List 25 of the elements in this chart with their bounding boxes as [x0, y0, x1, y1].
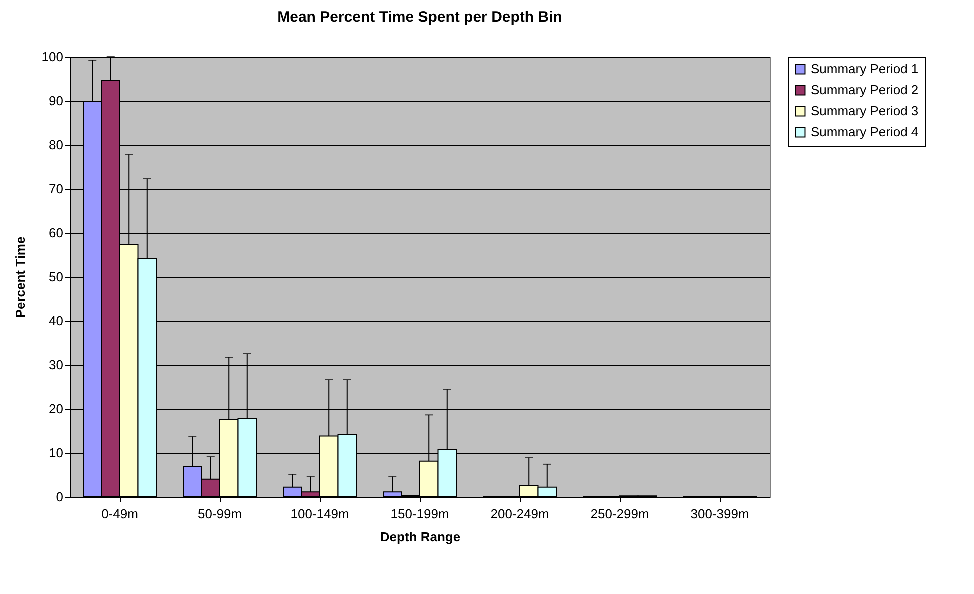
x-tick-label: 0-49m — [102, 506, 138, 522]
x-tick-label: 250-299m — [590, 506, 650, 522]
x-tick-label: 50-99m — [198, 506, 242, 522]
y-tick-label: 90 — [49, 94, 64, 108]
x-tick-label: 200-249m — [490, 506, 550, 522]
x-tick-label: 300-399m — [690, 506, 750, 522]
y-tick-label: 0 — [56, 490, 64, 504]
y-tick-label: 60 — [49, 226, 64, 240]
x-tick-label: 100-149m — [290, 506, 350, 522]
y-tick-label: 80 — [49, 138, 64, 152]
y-tick-label: 40 — [49, 314, 64, 328]
legend-label: Summary Period 3 — [811, 104, 919, 118]
x-tick-label: 150-199m — [390, 506, 450, 522]
legend-label: Summary Period 4 — [811, 124, 919, 140]
y-tick-label: 100 — [42, 50, 64, 64]
legend-label: Summary Period 1 — [811, 62, 919, 76]
y-tick-label: 70 — [49, 182, 64, 196]
y-tick-label: 20 — [49, 402, 64, 416]
y-tick-label: 10 — [49, 446, 64, 460]
y-tick-label: 50 — [49, 270, 64, 284]
chart-title: Mean Percent Time Spent per Depth Bin — [278, 9, 562, 26]
x-axis-title: Depth Range — [380, 530, 461, 544]
y-axis-title: Percent Time — [12, 236, 28, 318]
legend-label: Summary Period 2 — [811, 82, 919, 98]
y-tick-label: 30 — [49, 358, 64, 372]
